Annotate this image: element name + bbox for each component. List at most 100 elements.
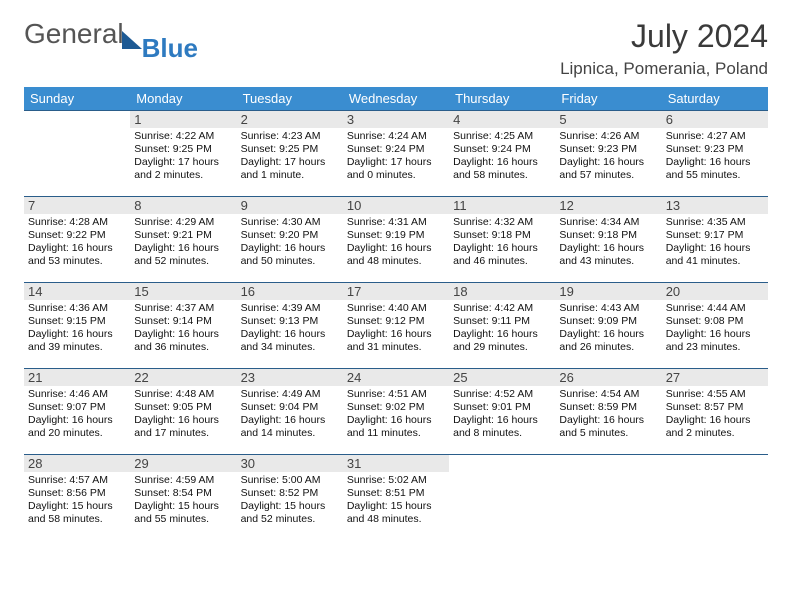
calendar-day-cell: 1 Sunrise: 4:22 AMSunset: 9:25 PMDaylight…: [130, 111, 236, 197]
day-details: Sunrise: 4:27 AMSunset: 9:23 PMDaylight:…: [666, 130, 764, 183]
day-number: 30: [237, 455, 343, 472]
day-number: 15: [130, 283, 236, 300]
calendar-day-cell: 17Sunrise: 4:40 AMSunset: 9:12 PMDayligh…: [343, 283, 449, 369]
day-details: Sunrise: 4:22 AMSunset: 9:25 PMDaylight:…: [134, 130, 232, 183]
weekday-header: Thursday: [449, 87, 555, 111]
day-details: Sunrise: 4:55 AMSunset: 8:57 PMDaylight:…: [666, 388, 764, 441]
calendar-day-cell: 24Sunrise: 4:51 AMSunset: 9:02 PMDayligh…: [343, 369, 449, 455]
calendar-day-cell: 26 Sunrise: 4:54 AMSunset: 8:59 PMDayligh…: [555, 369, 661, 455]
calendar-week-row: 28 Sunrise: 4:57 AMSunset: 8:56 PMDayligh…: [24, 455, 768, 541]
logo: General Blue: [24, 18, 204, 50]
day-details: Sunrise: 4:25 AMSunset: 9:24 PMDaylight:…: [453, 130, 551, 183]
day-number: 19: [555, 283, 661, 300]
calendar-day-cell: 2Sunrise: 4:23 AMSunset: 9:25 PMDaylight…: [237, 111, 343, 197]
day-details: Sunrise: 4:30 AMSunset: 9:20 PMDaylight:…: [241, 216, 339, 269]
day-number: 7: [24, 197, 130, 214]
day-number: 5: [555, 111, 661, 128]
day-number: 8: [130, 197, 236, 214]
day-details: Sunrise: 4:34 AMSunset: 9:18 PMDaylight:…: [559, 216, 657, 269]
day-details: Sunrise: 4:46 AMSunset: 9:07 PMDaylight:…: [28, 388, 126, 441]
calendar-day-cell: 20 Sunrise: 4:44 AMSunset: 9:08 PMDayligh…: [662, 283, 768, 369]
day-number: 9: [237, 197, 343, 214]
calendar-week-row: 7 Sunrise: 4:28 AMSunset: 9:22 PMDaylight…: [24, 197, 768, 283]
calendar-day-cell: 23 Sunrise: 4:49 AMSunset: 9:04 PMDayligh…: [237, 369, 343, 455]
weekday-header: Monday: [130, 87, 236, 111]
calendar-day-cell: 16Sunrise: 4:39 AMSunset: 9:13 PMDayligh…: [237, 283, 343, 369]
day-number: 28: [24, 455, 130, 472]
location-subtitle: Lipnica, Pomerania, Poland: [24, 59, 768, 79]
day-number: 12: [555, 197, 661, 214]
day-details: Sunrise: 4:24 AMSunset: 9:24 PMDaylight:…: [347, 130, 445, 183]
day-number: 4: [449, 111, 555, 128]
day-details: Sunrise: 4:54 AMSunset: 8:59 PMDaylight:…: [559, 388, 657, 441]
calendar-day-cell: 11Sunrise: 4:32 AMSunset: 9:18 PMDayligh…: [449, 197, 555, 283]
calendar-day-cell: [449, 455, 555, 541]
calendar-day-cell: 22 Sunrise: 4:48 AMSunset: 9:05 PMDayligh…: [130, 369, 236, 455]
weekday-header: Sunday: [24, 87, 130, 111]
calendar-week-row: 1 Sunrise: 4:22 AMSunset: 9:25 PMDaylight…: [24, 111, 768, 197]
day-number: 26: [555, 369, 661, 386]
day-details: Sunrise: 4:52 AMSunset: 9:01 PMDaylight:…: [453, 388, 551, 441]
calendar-day-cell: 29Sunrise: 4:59 AMSunset: 8:54 PMDayligh…: [130, 455, 236, 541]
day-details: Sunrise: 4:48 AMSunset: 9:05 PMDaylight:…: [134, 388, 232, 441]
calendar-day-cell: 9 Sunrise: 4:30 AMSunset: 9:20 PMDaylight…: [237, 197, 343, 283]
calendar-day-cell: 19 Sunrise: 4:43 AMSunset: 9:09 PMDayligh…: [555, 283, 661, 369]
calendar-day-cell: 13Sunrise: 4:35 AMSunset: 9:17 PMDayligh…: [662, 197, 768, 283]
day-number: 31: [343, 455, 449, 472]
logo-text-general: General: [24, 18, 124, 50]
calendar-day-cell: 12 Sunrise: 4:34 AMSunset: 9:18 PMDayligh…: [555, 197, 661, 283]
calendar-day-cell: [555, 455, 661, 541]
calendar-day-cell: 8Sunrise: 4:29 AMSunset: 9:21 PMDaylight…: [130, 197, 236, 283]
weekday-header: Tuesday: [237, 87, 343, 111]
calendar-day-cell: 27 Sunrise: 4:55 AMSunset: 8:57 PMDayligh…: [662, 369, 768, 455]
day-number: 11: [449, 197, 555, 214]
logo-triangle-icon: [122, 31, 142, 49]
weekday-header: Saturday: [662, 87, 768, 111]
calendar-table: SundayMondayTuesdayWednesdayThursdayFrid…: [24, 87, 768, 541]
day-number: 18: [449, 283, 555, 300]
day-number: 21: [24, 369, 130, 386]
day-number: 14: [24, 283, 130, 300]
weekday-header: Wednesday: [343, 87, 449, 111]
day-details: Sunrise: 4:44 AMSunset: 9:08 PMDaylight:…: [666, 302, 764, 355]
day-number: 16: [237, 283, 343, 300]
day-details: Sunrise: 4:51 AMSunset: 9:02 PMDaylight:…: [347, 388, 445, 441]
day-number: 23: [237, 369, 343, 386]
day-details: Sunrise: 4:28 AMSunset: 9:22 PMDaylight:…: [28, 216, 126, 269]
day-details: Sunrise: 4:36 AMSunset: 9:15 PMDaylight:…: [28, 302, 126, 355]
calendar-week-row: 14 Sunrise: 4:36 AMSunset: 9:15 PMDayligh…: [24, 283, 768, 369]
calendar-day-cell: 31 Sunrise: 5:02 AMSunset: 8:51 PMDayligh…: [343, 455, 449, 541]
calendar-day-cell: 6Sunrise: 4:27 AMSunset: 9:23 PMDaylight…: [662, 111, 768, 197]
day-number: 1: [130, 111, 236, 128]
calendar-day-cell: 25 Sunrise: 4:52 AMSunset: 9:01 PMDayligh…: [449, 369, 555, 455]
calendar-day-cell: 15 Sunrise: 4:37 AMSunset: 9:14 PMDayligh…: [130, 283, 236, 369]
day-details: Sunrise: 4:43 AMSunset: 9:09 PMDaylight:…: [559, 302, 657, 355]
day-number: 10: [343, 197, 449, 214]
calendar-day-cell: 28 Sunrise: 4:57 AMSunset: 8:56 PMDayligh…: [24, 455, 130, 541]
day-number: 27: [662, 369, 768, 386]
day-number: 2: [237, 111, 343, 128]
calendar-day-cell: 5 Sunrise: 4:26 AMSunset: 9:23 PMDaylight…: [555, 111, 661, 197]
day-details: Sunrise: 4:40 AMSunset: 9:12 PMDaylight:…: [347, 302, 445, 355]
calendar-day-cell: 14 Sunrise: 4:36 AMSunset: 9:15 PMDayligh…: [24, 283, 130, 369]
page-title: July 2024: [631, 18, 768, 55]
weekday-header: Friday: [555, 87, 661, 111]
header: General Blue July 2024: [24, 18, 768, 55]
calendar-day-cell: 18 Sunrise: 4:42 AMSunset: 9:11 PMDayligh…: [449, 283, 555, 369]
day-details: Sunrise: 4:37 AMSunset: 9:14 PMDaylight:…: [134, 302, 232, 355]
calendar-day-cell: 30Sunrise: 5:00 AMSunset: 8:52 PMDayligh…: [237, 455, 343, 541]
day-details: Sunrise: 4:26 AMSunset: 9:23 PMDaylight:…: [559, 130, 657, 183]
day-number: 20: [662, 283, 768, 300]
day-number: 25: [449, 369, 555, 386]
day-details: Sunrise: 4:31 AMSunset: 9:19 PMDaylight:…: [347, 216, 445, 269]
day-details: Sunrise: 4:42 AMSunset: 9:11 PMDaylight:…: [453, 302, 551, 355]
day-details: Sunrise: 5:02 AMSunset: 8:51 PMDaylight:…: [347, 474, 445, 527]
day-number: 13: [662, 197, 768, 214]
calendar-day-cell: 10 Sunrise: 4:31 AMSunset: 9:19 PMDayligh…: [343, 197, 449, 283]
day-details: Sunrise: 4:49 AMSunset: 9:04 PMDaylight:…: [241, 388, 339, 441]
calendar-day-cell: 7 Sunrise: 4:28 AMSunset: 9:22 PMDaylight…: [24, 197, 130, 283]
day-details: Sunrise: 4:57 AMSunset: 8:56 PMDaylight:…: [28, 474, 126, 527]
day-number: 22: [130, 369, 236, 386]
day-details: Sunrise: 4:59 AMSunset: 8:54 PMDaylight:…: [134, 474, 232, 527]
logo-text-blue: Blue: [142, 33, 198, 64]
